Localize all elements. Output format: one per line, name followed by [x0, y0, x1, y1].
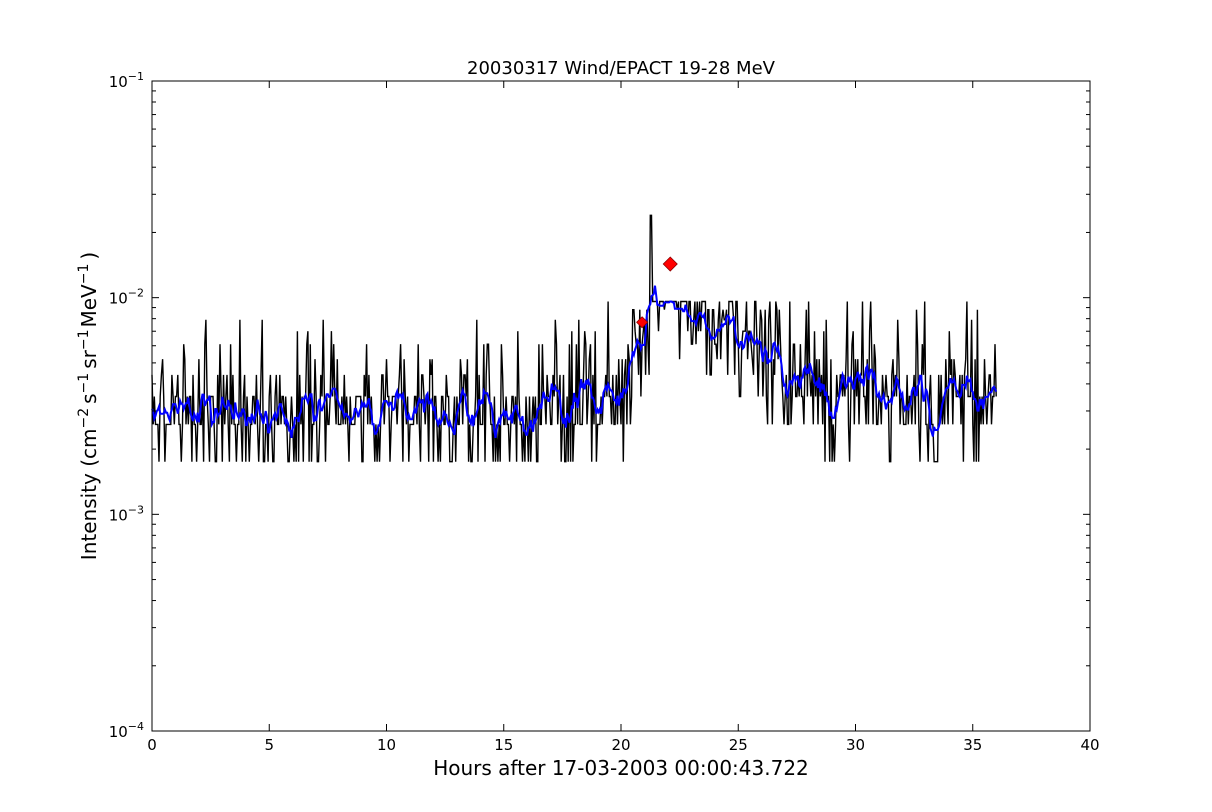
- x-tick-label: 15: [494, 736, 513, 754]
- x-tick-label: 35: [963, 736, 982, 754]
- event-marker: [662, 256, 678, 272]
- y-tick-label: 10−2: [109, 287, 144, 308]
- x-tick-label: 10: [377, 736, 396, 754]
- series-raw-line: [151, 214, 997, 463]
- x-tick-label: 20: [611, 736, 630, 754]
- data-layer: [151, 214, 998, 463]
- y-tick-label: 10−1: [109, 70, 144, 91]
- marker-layer: [636, 256, 678, 329]
- y-tick-label: 10−3: [109, 503, 144, 524]
- x-tick-label: 5: [264, 736, 274, 754]
- chart-title: 20030317 Wind/EPACT 19-28 MeV: [467, 58, 776, 79]
- x-tick-label: 0: [147, 736, 157, 754]
- x-axis-label: Hours after 17-03-2003 00:00:43.722: [433, 756, 809, 780]
- x-tick-label: 40: [1080, 736, 1099, 754]
- x-tick-label: 30: [846, 736, 865, 754]
- event-marker: [636, 316, 649, 329]
- series-smoothed-line: [151, 285, 998, 439]
- x-axis: 0 5 10 15 20 25 30 35 40: [147, 81, 1100, 754]
- x-tick-label: 25: [729, 736, 748, 754]
- y-axis-label: Intensity (cm−2s−1sr−1MeV−1): [76, 252, 101, 560]
- y-axis: 10−4 10−3 10−2 10−1: [109, 70, 1090, 741]
- y-tick-label: 10−4: [109, 720, 144, 741]
